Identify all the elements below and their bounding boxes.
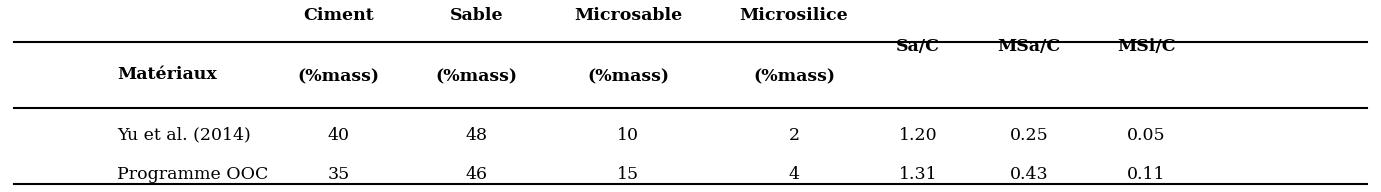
- Text: 40: 40: [327, 127, 349, 144]
- Text: Ciment: Ciment: [302, 7, 374, 24]
- Text: Sa/C: Sa/C: [896, 38, 940, 55]
- Text: (%mass): (%mass): [435, 68, 518, 85]
- Text: 0.05: 0.05: [1127, 127, 1166, 144]
- Text: Sable: Sable: [450, 7, 503, 24]
- Text: (%mass): (%mass): [297, 68, 380, 85]
- Text: 1.20: 1.20: [899, 127, 938, 144]
- Text: 35: 35: [327, 166, 349, 183]
- Text: Yu et al. (2014): Yu et al. (2014): [117, 127, 251, 144]
- Text: Programme OOC: Programme OOC: [117, 166, 269, 183]
- Text: 48: 48: [465, 127, 487, 144]
- Text: 46: 46: [465, 166, 487, 183]
- Text: 4: 4: [789, 166, 800, 183]
- Text: 0.11: 0.11: [1127, 166, 1166, 183]
- Text: (%mass): (%mass): [753, 68, 836, 85]
- Text: (%mass): (%mass): [587, 68, 670, 85]
- Text: MSi/C: MSi/C: [1117, 38, 1175, 55]
- Text: 2: 2: [789, 127, 800, 144]
- Text: Microsilice: Microsilice: [740, 7, 848, 24]
- Text: 15: 15: [617, 166, 639, 183]
- Text: Matériaux: Matériaux: [117, 66, 217, 83]
- Text: MSa/C: MSa/C: [997, 38, 1061, 55]
- Text: 0.43: 0.43: [1010, 166, 1048, 183]
- Text: 10: 10: [617, 127, 639, 144]
- Text: Microsable: Microsable: [574, 7, 682, 24]
- Text: 1.31: 1.31: [899, 166, 938, 183]
- Text: 0.25: 0.25: [1010, 127, 1048, 144]
